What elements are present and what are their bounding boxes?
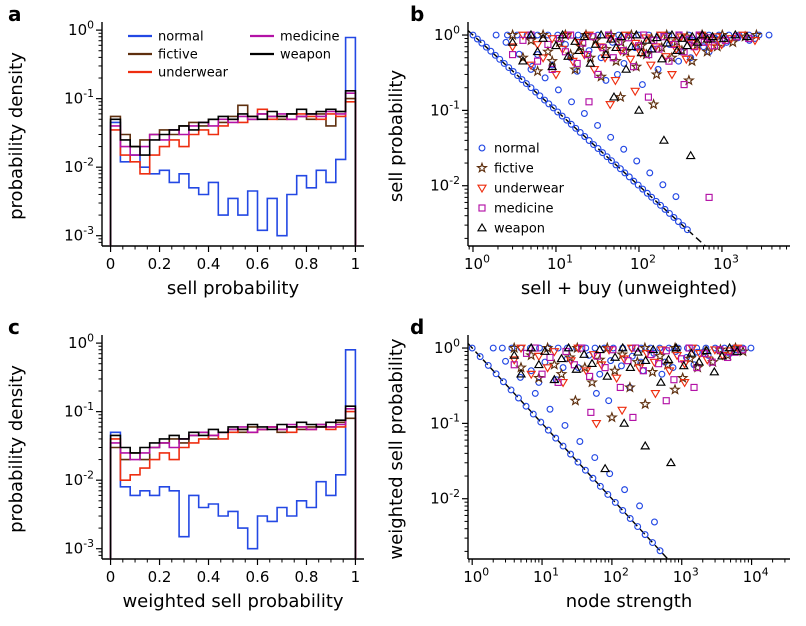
svg-text:10-2: 10-2: [64, 155, 94, 176]
svg-text:104: 104: [743, 565, 769, 586]
panel-b: b 100 10-1 10-2 100 101 102 103 sell + buy (unw…: [380, 0, 806, 313]
panel-label-c: c: [8, 315, 20, 339]
svg-text:101: 101: [533, 565, 559, 586]
svg-text:100: 100: [464, 252, 490, 273]
svg-text:weapon: weapon: [280, 48, 331, 63]
histogram-sell-probability: 100 10-1 10-2 10-3 0 0.2 0.4 0.6 0.8 1 sell probab…: [6, 18, 364, 299]
svg-text:103: 103: [713, 252, 739, 273]
svg-text:0.2: 0.2: [148, 568, 172, 586]
svg-text:underwear: underwear: [158, 66, 229, 81]
svg-text:normal: normal: [494, 142, 540, 157]
panel-label-d: d: [410, 315, 425, 339]
scatter-weighted-sell-probability: 100 10-1 10-2 100 101 102 103 104 node strength w…: [386, 335, 790, 612]
svg-text:10-1: 10-1: [64, 400, 94, 421]
svg-text:0: 0: [106, 255, 116, 273]
svg-text:weapon: weapon: [494, 222, 545, 237]
panel-label-a: a: [8, 2, 22, 26]
svg-text:sell probability: sell probability: [167, 278, 300, 299]
svg-text:weighted sell probability: weighted sell probability: [122, 591, 343, 612]
svg-text:fictive: fictive: [494, 162, 534, 177]
svg-text:probability density: probability density: [6, 52, 27, 220]
svg-text:10-3: 10-3: [64, 224, 94, 245]
svg-text:100: 100: [68, 18, 94, 39]
svg-text:1: 1: [351, 255, 361, 273]
svg-text:100: 100: [434, 336, 460, 357]
svg-text:0.8: 0.8: [295, 255, 319, 273]
svg-text:0.2: 0.2: [148, 255, 172, 273]
svg-text:medicine: medicine: [494, 202, 554, 217]
svg-text:normal: normal: [158, 30, 204, 45]
panel-c: c 100 10-1 10-2 10-3 0 0.2 0.4 0.6 0.8 1 weighted …: [0, 313, 380, 626]
svg-text:fictive: fictive: [158, 48, 198, 63]
svg-text:0.4: 0.4: [197, 568, 221, 586]
svg-text:underwear: underwear: [494, 182, 565, 197]
panel-label-b: b: [410, 2, 425, 26]
svg-text:103: 103: [673, 565, 699, 586]
svg-text:1: 1: [351, 568, 361, 586]
panel-d: d 100 10-1 10-2 100 101 102 103 104 node strengt…: [380, 313, 806, 626]
svg-text:10-3: 10-3: [64, 537, 94, 558]
svg-text:100: 100: [434, 23, 460, 44]
svg-text:102: 102: [603, 565, 629, 586]
svg-text:10-1: 10-1: [64, 87, 94, 108]
svg-text:10-2: 10-2: [64, 468, 94, 489]
svg-text:102: 102: [630, 252, 656, 273]
svg-text:100: 100: [463, 565, 489, 586]
svg-text:10-1: 10-1: [430, 412, 460, 433]
svg-text:sell probability: sell probability: [386, 70, 407, 203]
histogram-weighted-sell-probability: 100 10-1 10-2 10-3 0 0.2 0.4 0.6 0.8 1 weighted se…: [6, 331, 364, 612]
svg-text:10-2: 10-2: [430, 487, 460, 508]
panel-a: a 100 10-1 10-2 10-3 0 0.2 0.4 0.6 0.8 1 sell prob…: [0, 0, 380, 313]
svg-text:101: 101: [547, 252, 573, 273]
scatter-sell-probability: 100 10-1 10-2 100 101 102 103 sell + buy (unwei…: [386, 22, 790, 299]
svg-text:0.8: 0.8: [295, 568, 319, 586]
svg-text:10-2: 10-2: [430, 174, 460, 195]
svg-text:sell + buy (unweighted): sell + buy (unweighted): [521, 278, 737, 299]
svg-text:weighted sell probability: weighted sell probability: [386, 338, 407, 559]
svg-text:0.4: 0.4: [197, 255, 221, 273]
svg-text:probability density: probability density: [6, 365, 27, 533]
svg-text:100: 100: [68, 331, 94, 352]
svg-text:0: 0: [106, 568, 116, 586]
svg-text:10-1: 10-1: [430, 99, 460, 120]
svg-text:0.6: 0.6: [246, 568, 270, 586]
svg-text:medicine: medicine: [280, 30, 340, 45]
svg-text:node strength: node strength: [566, 591, 692, 612]
svg-text:0.6: 0.6: [246, 255, 270, 273]
